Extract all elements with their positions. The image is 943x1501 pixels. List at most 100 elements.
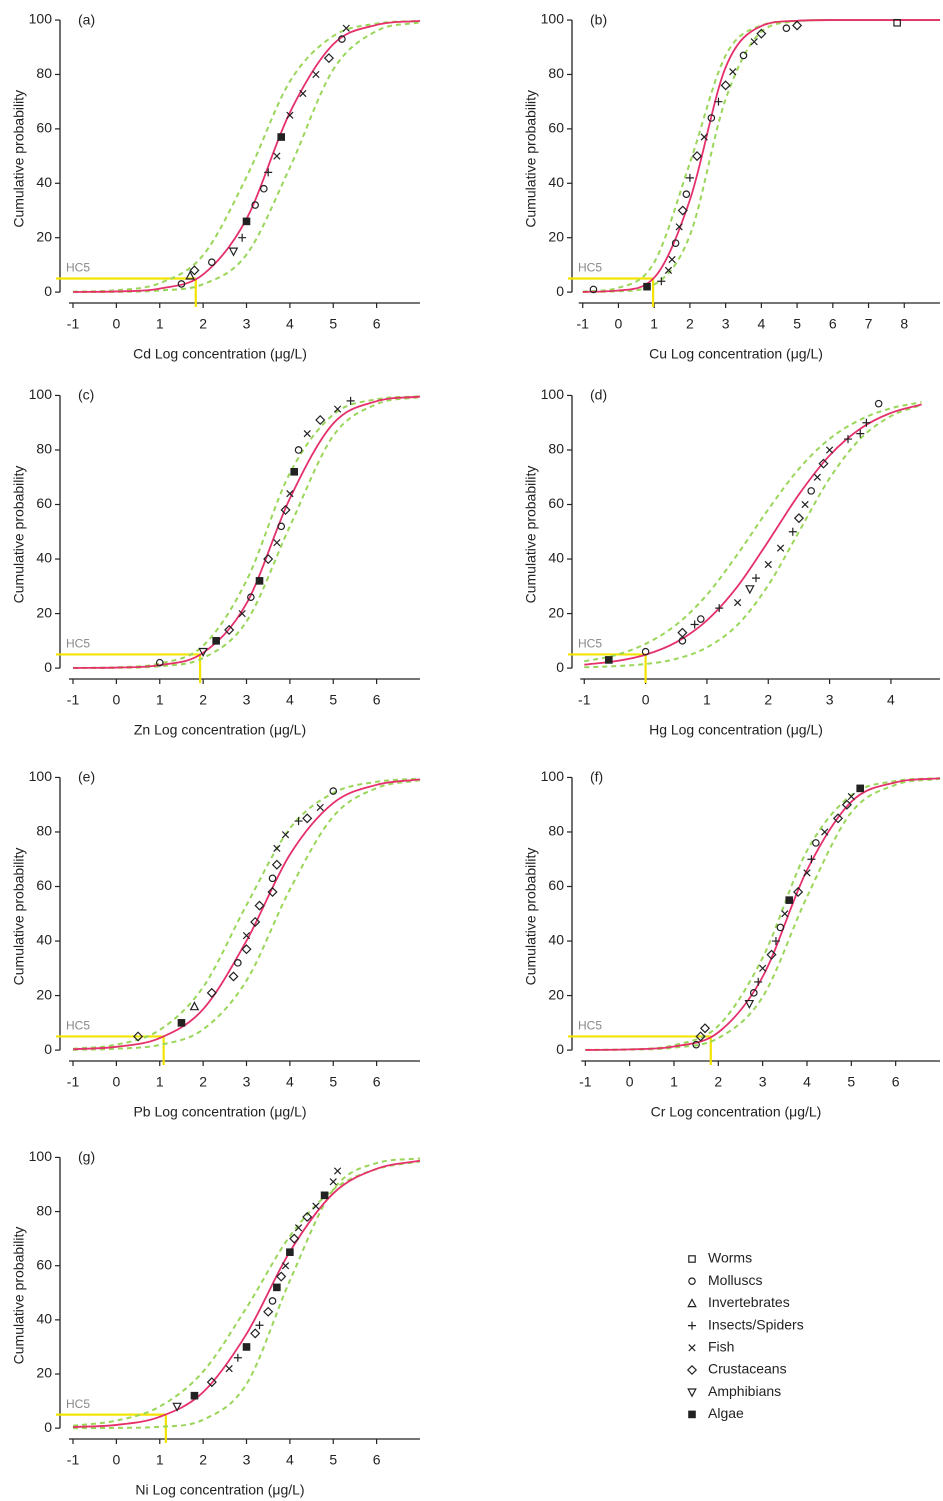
marker-diamond xyxy=(793,886,804,898)
x-tick-label: 1 xyxy=(156,1452,164,1468)
y-tick-label: 40 xyxy=(548,174,564,190)
y-tick-label: 100 xyxy=(541,768,565,784)
y-tick-label: 100 xyxy=(541,11,565,27)
hc5-label: HC5 xyxy=(66,261,90,275)
marker-circle xyxy=(247,593,255,602)
hc5-label: HC5 xyxy=(578,1019,602,1033)
marker-cross xyxy=(776,544,785,552)
y-tick-label: 60 xyxy=(36,1256,52,1272)
marker-cross xyxy=(238,609,246,618)
confidence-band xyxy=(72,1160,421,1427)
y-axis-label: Cumulative probability xyxy=(523,466,539,604)
x-tick-label: 3 xyxy=(243,1074,251,1090)
marker-diamond xyxy=(686,1364,698,1376)
marker-cross xyxy=(700,133,708,141)
marker-filled-square xyxy=(242,217,251,226)
fitted-curve xyxy=(73,395,421,669)
marker-filled-square xyxy=(273,1283,281,1292)
marker-cross xyxy=(781,910,789,918)
marker-plus xyxy=(771,937,780,946)
x-tick-label: -1 xyxy=(579,1074,592,1090)
y-tick-label: 60 xyxy=(548,877,564,893)
legend-label: Crustaceans xyxy=(708,1361,787,1377)
marker-diamond xyxy=(323,53,334,64)
marker-circle xyxy=(749,989,758,997)
x-tick-label: 0 xyxy=(112,692,120,708)
marker-filled-square xyxy=(190,1391,199,1400)
marker-circle xyxy=(782,24,791,33)
marker-diamond xyxy=(206,987,217,998)
x-tick-label: 3 xyxy=(243,692,251,708)
x-tick-label: 0 xyxy=(626,1074,634,1090)
x-tick-label: 1 xyxy=(650,316,658,332)
marker-filled-square xyxy=(255,577,264,585)
x-tick-label: 6 xyxy=(829,316,837,332)
y-tick-label: 0 xyxy=(556,283,564,299)
x-tick-label: 0 xyxy=(615,316,623,332)
marker-cross xyxy=(273,539,281,547)
x-tick-label: 7 xyxy=(865,316,873,332)
y-tick-label: 60 xyxy=(548,120,564,136)
marker-circle xyxy=(692,1040,700,1049)
marker-cross xyxy=(286,489,294,498)
marker-diamond xyxy=(289,1233,300,1244)
marker-circle xyxy=(260,184,268,193)
marker-circle xyxy=(234,959,242,967)
marker-diamond xyxy=(699,1023,711,1034)
x-tick-label: 6 xyxy=(892,1074,900,1090)
x-tick-label: 6 xyxy=(373,1074,381,1090)
confidence-band xyxy=(584,401,922,663)
marker-cross xyxy=(759,964,767,972)
x-tick-label: -1 xyxy=(67,1452,80,1468)
marker-circle xyxy=(807,487,816,495)
marker-diamond xyxy=(756,28,767,39)
y-tick-label: 100 xyxy=(29,11,53,27)
confidence-band xyxy=(582,19,940,294)
x-tick-label: 4 xyxy=(286,1452,294,1468)
y-tick-label: 0 xyxy=(44,1419,52,1435)
confidence-band xyxy=(585,777,941,1051)
marker-cross xyxy=(847,792,855,801)
marker-circle xyxy=(208,258,216,266)
x-tick-label: -1 xyxy=(67,1074,80,1090)
marker-square xyxy=(688,1255,696,1263)
marker-circle xyxy=(739,51,748,60)
y-tick-label: 20 xyxy=(36,1365,52,1381)
x-tick-label: 6 xyxy=(373,1452,381,1468)
legend-label: Algae xyxy=(708,1405,744,1421)
marker-diamond xyxy=(254,900,265,911)
x-tick-label: 2 xyxy=(764,692,772,708)
confidence-band xyxy=(72,777,421,1050)
y-tick-label: 60 xyxy=(548,495,564,511)
y-tick-label: 100 xyxy=(541,386,565,402)
y-axis-label: Cumulative probability xyxy=(11,466,27,604)
x-tick-label: 0 xyxy=(112,1074,120,1090)
x-tick-label: 1 xyxy=(670,1074,678,1090)
confidence-band xyxy=(584,403,922,669)
x-tick-label: 6 xyxy=(373,692,381,708)
marker-cross xyxy=(342,24,350,32)
y-tick-label: 0 xyxy=(44,1041,52,1057)
y-tick-label: 80 xyxy=(36,1202,52,1218)
y-tick-label: 80 xyxy=(36,441,52,457)
hc5-label: HC5 xyxy=(578,261,602,275)
panel-label: (c) xyxy=(78,387,94,403)
y-tick-label: 80 xyxy=(548,65,564,81)
marker-plus xyxy=(807,855,816,864)
marker-plus xyxy=(255,1321,264,1330)
x-tick-label: -1 xyxy=(578,692,591,708)
marker-diamond xyxy=(250,1328,261,1339)
marker-diamond xyxy=(818,458,829,469)
y-tick-label: 40 xyxy=(548,932,564,948)
marker-diamond xyxy=(228,971,239,982)
legend-label: Worms xyxy=(708,1250,752,1266)
y-tick-label: 60 xyxy=(36,495,52,511)
x-axis-label: Pb Log concentration (μg/L) xyxy=(133,1104,306,1120)
x-tick-label: 4 xyxy=(887,692,895,708)
marker-circle xyxy=(776,923,785,932)
y-tick-label: 60 xyxy=(36,120,52,136)
marker-circle xyxy=(268,874,277,883)
marker-cross xyxy=(273,152,281,160)
x-tick-label: 2 xyxy=(199,316,207,332)
